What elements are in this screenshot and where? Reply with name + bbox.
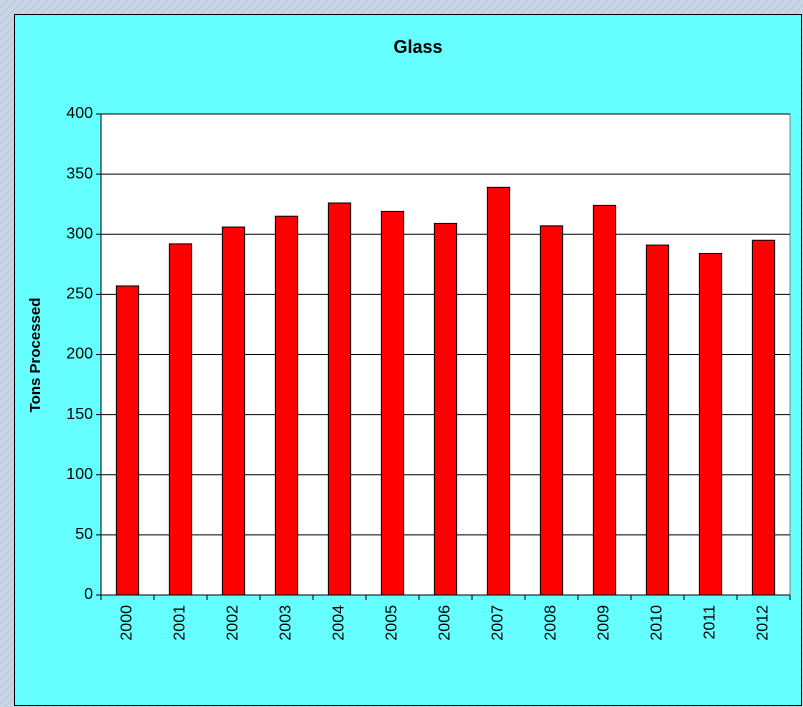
x-tick-label: 2012 [755,605,772,641]
chart-title: Glass [393,37,442,57]
y-tick-label: 100 [66,466,93,483]
x-tick-label: 2006 [437,605,454,641]
x-tick-label: 2005 [384,605,401,641]
y-axis-label: Tons Processed [27,298,44,413]
y-tick-label: 200 [66,346,93,363]
bar [380,210,405,596]
y-tick-label: 300 [66,225,93,242]
x-tick-label: 2007 [490,605,507,641]
bar [168,243,193,596]
x-tick-label: 2003 [278,605,295,641]
bar [433,222,458,596]
y-tick-label: 400 [66,105,93,122]
y-tick-label: 50 [75,526,93,543]
x-tick-label: 2011 [702,605,719,640]
x-tick-label: 2001 [172,605,189,641]
y-tick-label: 0 [84,586,93,603]
bar [221,226,246,596]
y-tick-label: 350 [66,165,93,182]
bar [274,215,299,596]
y-tick-label: 250 [66,286,93,303]
x-tick-label: 2009 [596,605,613,641]
bar [645,244,670,596]
x-tick-label: 2002 [225,605,242,641]
bar [698,252,723,596]
x-tick-label: 2008 [543,605,560,641]
x-tick-label: 2000 [119,605,136,641]
bar [592,204,617,596]
bar [327,202,352,596]
x-tick-label: 2010 [649,605,666,641]
bar [115,285,140,596]
y-tick-label: 150 [66,406,93,423]
bar [486,186,511,596]
bar [539,225,564,596]
bar [751,239,776,596]
x-tick-label: 2004 [331,605,348,641]
